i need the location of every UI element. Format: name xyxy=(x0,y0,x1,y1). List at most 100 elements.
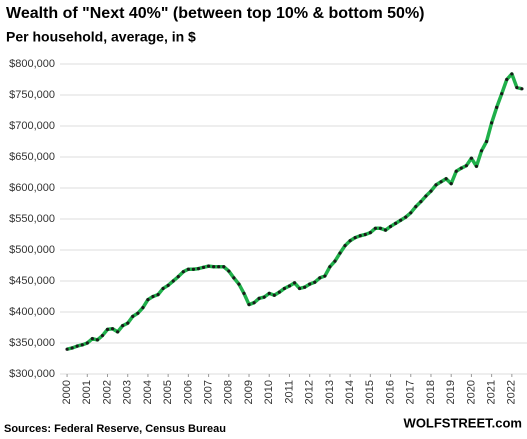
data-point xyxy=(65,347,69,351)
data-point xyxy=(110,327,115,331)
data-point xyxy=(479,149,484,153)
data-point xyxy=(419,200,423,204)
data-point xyxy=(105,327,110,331)
data-point xyxy=(85,341,89,345)
data-point xyxy=(318,276,322,280)
data-point xyxy=(439,180,443,184)
data-point xyxy=(343,244,347,248)
data-point xyxy=(297,286,302,291)
data-point xyxy=(500,92,504,96)
watermark: WOLFSTREET.com xyxy=(404,415,522,430)
x-tick-label: 2009 xyxy=(243,380,255,404)
chart-title: Wealth of "Next 40%" (between top 10% & … xyxy=(6,5,425,22)
data-point xyxy=(146,298,150,302)
data-point xyxy=(90,337,94,341)
y-tick-label: $700,000 xyxy=(9,120,55,132)
x-tick-label: 2003 xyxy=(122,380,134,404)
data-point xyxy=(176,275,180,279)
data-point xyxy=(378,226,383,230)
x-tick-label: 2011 xyxy=(283,380,295,404)
data-point xyxy=(206,264,211,268)
data-point xyxy=(469,156,474,160)
y-tick-label: $450,000 xyxy=(9,275,55,287)
data-point xyxy=(313,280,317,284)
data-point xyxy=(393,221,398,225)
data-point xyxy=(449,182,453,186)
data-point xyxy=(323,274,327,278)
data-point xyxy=(136,311,140,315)
data-point xyxy=(75,344,79,348)
data-point xyxy=(121,324,125,328)
data-point xyxy=(368,231,372,235)
x-tick-label: 2002 xyxy=(101,380,113,404)
data-point xyxy=(242,291,246,295)
data-point xyxy=(181,270,185,274)
data-line xyxy=(66,72,523,351)
data-point xyxy=(414,205,418,209)
data-point xyxy=(262,295,266,299)
data-point xyxy=(201,265,206,269)
data-point xyxy=(520,87,524,91)
chart-subtitle: Per household, average, in $ xyxy=(6,29,196,45)
data-point xyxy=(282,286,287,291)
y-tick-label: $550,000 xyxy=(9,213,55,225)
data-point xyxy=(404,215,408,219)
data-point xyxy=(186,267,190,271)
data-point xyxy=(222,265,226,269)
data-point xyxy=(308,282,312,286)
data-point xyxy=(495,105,499,109)
data-point xyxy=(353,236,357,240)
data-point xyxy=(161,286,165,291)
data-point xyxy=(388,224,393,229)
data-point xyxy=(505,77,509,82)
data-point xyxy=(459,166,463,170)
x-tick-label: 2016 xyxy=(384,380,396,404)
x-tick-label: 2019 xyxy=(445,380,457,404)
data-point xyxy=(464,164,468,168)
data-point xyxy=(191,267,196,271)
data-point xyxy=(348,239,352,243)
data-point xyxy=(171,279,175,283)
x-tick-label: 2017 xyxy=(405,380,417,404)
data-point xyxy=(277,290,281,294)
data-point xyxy=(292,281,297,285)
data-point xyxy=(227,269,231,273)
y-tick-label: $300,000 xyxy=(9,368,55,380)
data-point xyxy=(383,228,388,232)
source-note: Sources: Federal Reserve, Census Bureau xyxy=(4,423,226,435)
data-point xyxy=(80,343,84,347)
data-point xyxy=(358,234,362,238)
y-tick-label: $500,000 xyxy=(9,244,55,256)
data-point xyxy=(257,296,261,300)
data-point xyxy=(338,251,342,255)
x-tick-label: 2020 xyxy=(465,380,477,404)
data-point xyxy=(70,346,74,350)
data-point xyxy=(424,194,428,198)
data-point xyxy=(272,293,276,297)
x-tick-label: 2014 xyxy=(344,380,356,404)
y-tick-label: $400,000 xyxy=(9,306,55,318)
x-tick-label: 2001 xyxy=(81,380,93,404)
data-point xyxy=(434,183,438,187)
data-point xyxy=(237,282,241,286)
data-point xyxy=(196,267,201,271)
data-point xyxy=(151,294,155,299)
y-tick-label: $750,000 xyxy=(9,89,55,101)
data-point xyxy=(510,72,514,76)
x-tick-label: 2010 xyxy=(263,380,275,404)
x-tick-label: 2018 xyxy=(425,380,437,404)
data-point xyxy=(373,226,377,230)
data-point xyxy=(100,333,105,338)
data-point xyxy=(484,139,489,144)
data-point xyxy=(166,283,170,287)
x-tick-label: 2008 xyxy=(223,380,235,404)
y-tick-label: $650,000 xyxy=(9,151,55,163)
x-tick-label: 2007 xyxy=(202,380,214,404)
x-tick-label: 2005 xyxy=(162,380,174,404)
data-point xyxy=(141,306,145,310)
data-point xyxy=(267,291,271,295)
data-point xyxy=(126,321,130,325)
x-tick-label: 2013 xyxy=(324,380,336,404)
x-tick-label: 2004 xyxy=(142,380,154,404)
